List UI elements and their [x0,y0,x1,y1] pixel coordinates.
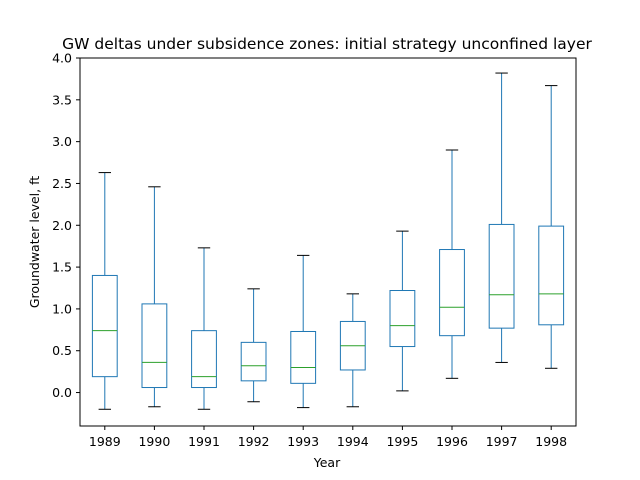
iqr-box [290,330,317,384]
box-group-1990 [141,186,168,408]
plot-area: 0.0 0.5 1.0 1.5 2.0 2.5 3.0 3.5 4.0 1989 1990 1991 1… [52,51,577,449]
box-group-1998 [538,85,565,369]
y-tick-label: 0.0 [52,385,72,400]
x-tick-label: 1992 [238,434,270,449]
x-tick-label: 1996 [436,434,468,449]
box-group-1992 [240,288,267,403]
x-tick-label: 1990 [138,434,170,449]
chart-title: GW deltas under subsidence zones: initia… [62,35,592,53]
iqr-box [191,330,217,389]
y-tick-label: 1.5 [52,260,72,275]
box-group-1996 [439,149,465,379]
x-tick-label: 1995 [386,434,418,449]
iqr-box [240,341,267,382]
iqr-box [389,290,416,348]
axes-frame [79,57,577,427]
y-tick-label: 3.0 [52,134,72,149]
y-tick-label: 2.0 [52,218,72,233]
x-tick-label: 1989 [89,434,121,449]
x-tick-label: 1991 [188,434,220,449]
x-tick-label: 1993 [287,434,319,449]
y-tick-label: 4.0 [52,51,72,66]
iqr-box [91,274,118,378]
box-group-1991 [191,247,217,410]
x-tick-label: 1997 [486,434,518,449]
iqr-box [488,223,515,329]
box-group-1989 [91,172,118,410]
iqr-box [538,225,565,326]
x-tick-label: 1994 [337,434,369,449]
iqr-box [439,249,465,337]
x-tick-label: 1998 [535,434,567,449]
y-axis-label: Groundwater level, ft [27,176,42,308]
box-group-1997 [488,72,515,363]
y-tick-label: 3.5 [52,92,72,107]
y-tick-label: 2.5 [52,176,72,191]
box-group-1994 [339,293,366,408]
iqr-box [141,303,168,389]
box-group-1995 [389,230,416,392]
y-tick-label: 0.5 [52,343,72,358]
box-group-1993 [290,254,317,409]
x-axis-label: Year [313,455,341,470]
y-tick-label: 1.0 [52,301,72,316]
